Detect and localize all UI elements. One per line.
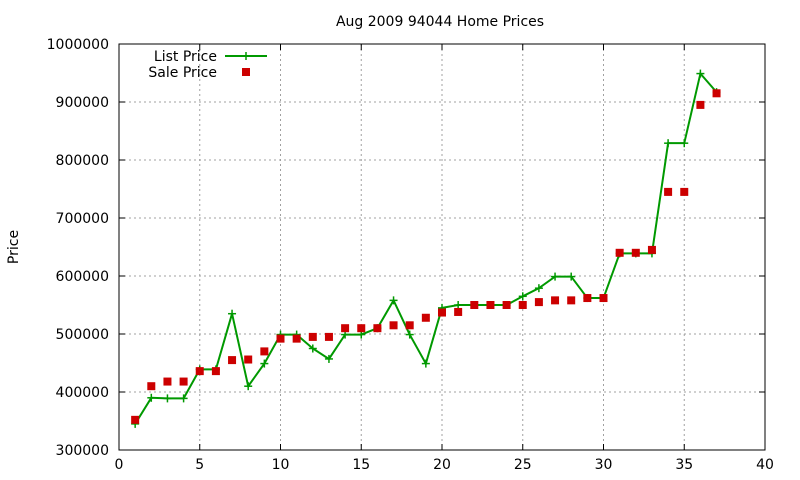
list-price-point: [534, 284, 543, 293]
sale-price-point: [567, 296, 576, 305]
x-tick-label: 10: [272, 457, 290, 473]
series: [131, 69, 721, 428]
y-axis-label: Price: [6, 230, 22, 264]
sale-price-point: [551, 296, 560, 305]
list-price-point: [518, 292, 527, 301]
sale-price-point: [147, 382, 156, 391]
sale-price-point: [292, 334, 301, 343]
x-tick-label: 15: [352, 457, 370, 473]
list-price-point: [696, 69, 705, 78]
sale-price-point: [131, 415, 140, 424]
legend-label: Sale Price: [148, 65, 217, 81]
list-price-point: [163, 394, 172, 403]
sale-price-point: [244, 355, 253, 364]
sale-price-point: [518, 301, 527, 309]
sale-price-point: [308, 332, 317, 341]
y-tick-label: 600000: [56, 269, 109, 285]
sale-price-point: [438, 308, 446, 317]
y-tick-label: 1000000: [47, 37, 109, 53]
y-tick-label: 900000: [56, 95, 109, 111]
legend-square-swatch: [242, 68, 250, 76]
sale-price-point: [631, 248, 640, 257]
list-price-point: [324, 354, 333, 363]
sale-price-point: [357, 324, 366, 333]
sale-price-point: [228, 356, 237, 365]
sale-price-point: [211, 367, 220, 376]
plot-frame: [118, 43, 766, 451]
axis-ticks: 0 5 10 15 20 25 30 35 40 300000 400000 500000 600000…: [47, 37, 774, 473]
sale-price-point: [341, 324, 350, 333]
sale-price-point: [373, 324, 382, 333]
list-price-point: [454, 301, 463, 309]
grid: [119, 44, 765, 450]
y-tick-label: 800000: [56, 153, 109, 169]
list-price-point: [389, 296, 398, 305]
list-price-point: [664, 139, 673, 148]
sale-price-point: [276, 334, 285, 343]
sale-price-point: [324, 332, 333, 341]
sale-price-point: [405, 321, 414, 330]
sale-price-point: [712, 89, 721, 98]
sale-price-point: [696, 100, 705, 109]
sale-price-point: [534, 298, 543, 307]
y-tick-label: 500000: [56, 327, 109, 343]
list-price-point: [260, 359, 269, 368]
list-price-point: [421, 359, 430, 368]
sale-price-point: [179, 377, 188, 386]
list-price-point: [308, 344, 317, 353]
x-tick-label: 20: [433, 457, 451, 473]
sale-price-point: [599, 294, 608, 303]
sale-price-point: [615, 248, 624, 257]
x-tick-label: 35: [675, 457, 693, 473]
y-tick-label: 700000: [56, 211, 109, 227]
sale-price-point: [470, 301, 479, 309]
legend-label: List Price: [154, 49, 217, 65]
chart-title: Aug 2009 94044 Home Prices: [336, 14, 544, 30]
x-tick-label: 25: [514, 457, 532, 473]
sale-price-point: [486, 301, 495, 309]
x-tick-label: 5: [195, 457, 204, 473]
sale-price-point: [421, 313, 430, 322]
list-price-line: [134, 71, 718, 425]
sale-price-point: [583, 294, 592, 303]
sale-price-point: [664, 187, 673, 196]
sale-price-point: [647, 245, 656, 254]
x-tick-label: 0: [115, 457, 124, 473]
x-tick-label: 40: [756, 457, 774, 473]
legend-cross-swatch: [242, 52, 250, 60]
sale-price-point: [680, 187, 689, 196]
list-price-point: [405, 330, 414, 339]
sale-price-point: [454, 307, 463, 316]
sale-price-point: [260, 347, 269, 356]
list-price-point: [551, 272, 560, 281]
y-tick-label: 400000: [56, 385, 109, 401]
x-tick-label: 30: [595, 457, 613, 473]
series-2: [131, 89, 721, 424]
list-price-point: [567, 272, 576, 281]
sale-price-point: [502, 301, 511, 309]
sale-price-point: [195, 367, 204, 376]
list-price-point: [147, 393, 156, 402]
list-price-point: [179, 394, 188, 403]
list-price-point: [244, 382, 253, 391]
list-price-point: [228, 309, 237, 318]
list-price-point: [680, 139, 689, 148]
sale-price-point: [389, 321, 398, 330]
y-tick-label: 300000: [56, 443, 109, 459]
sale-price-point: [163, 377, 172, 386]
